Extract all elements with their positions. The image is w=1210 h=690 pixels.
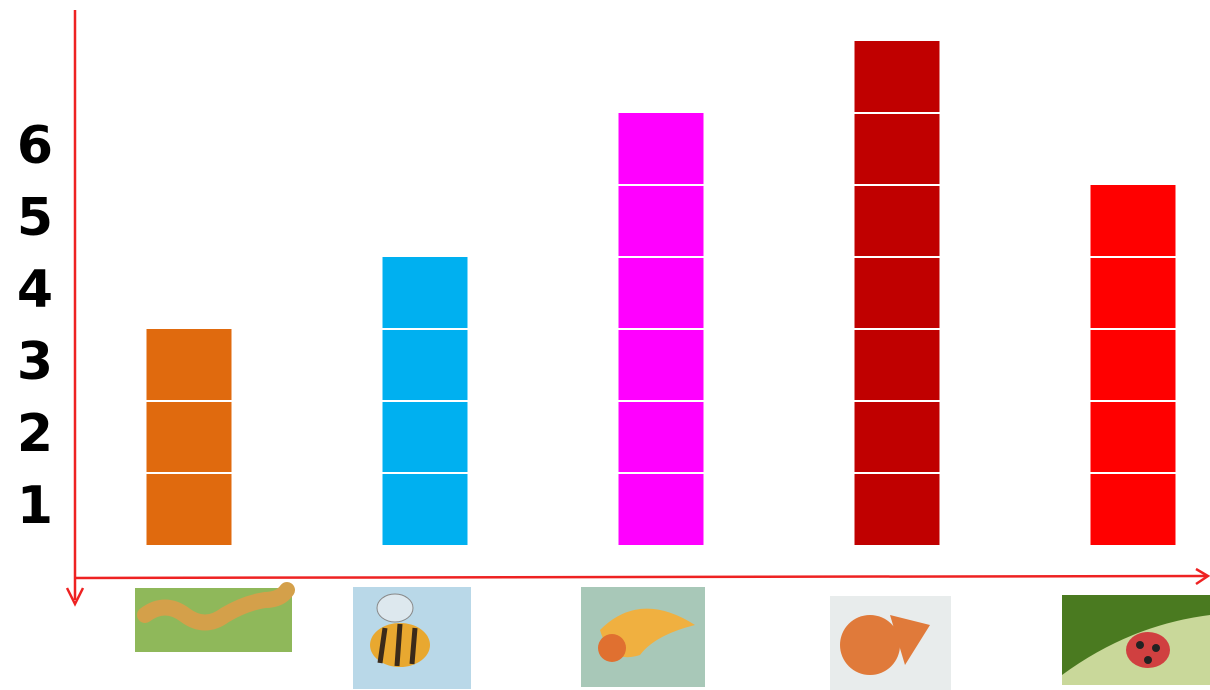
butterfly-picture	[830, 596, 951, 690]
pictures	[135, 582, 1210, 690]
ladybug-picture	[1062, 595, 1210, 685]
bar-body	[146, 329, 232, 545]
bar-body	[854, 41, 940, 545]
x-arrow	[1195, 567, 1210, 586]
bar	[854, 41, 940, 545]
bar	[1090, 185, 1176, 545]
y-tick-label: 1	[17, 476, 53, 536]
axes	[65, 10, 1210, 607]
y-tick-label: 3	[17, 332, 53, 392]
x-axis	[74, 574, 1209, 580]
y-tick-label: 6	[17, 116, 53, 176]
bee-picture	[353, 587, 471, 689]
y-arrow	[65, 587, 85, 607]
bird-picture	[581, 587, 705, 687]
y-tick-label: 2	[17, 404, 53, 464]
bar	[382, 257, 468, 545]
bar	[146, 329, 232, 545]
y-tick-label: 4	[17, 260, 53, 320]
bar	[618, 113, 704, 545]
y-tick-label: 5	[17, 188, 53, 248]
caterpillar-picture	[135, 582, 295, 652]
bar-body	[1090, 185, 1176, 545]
